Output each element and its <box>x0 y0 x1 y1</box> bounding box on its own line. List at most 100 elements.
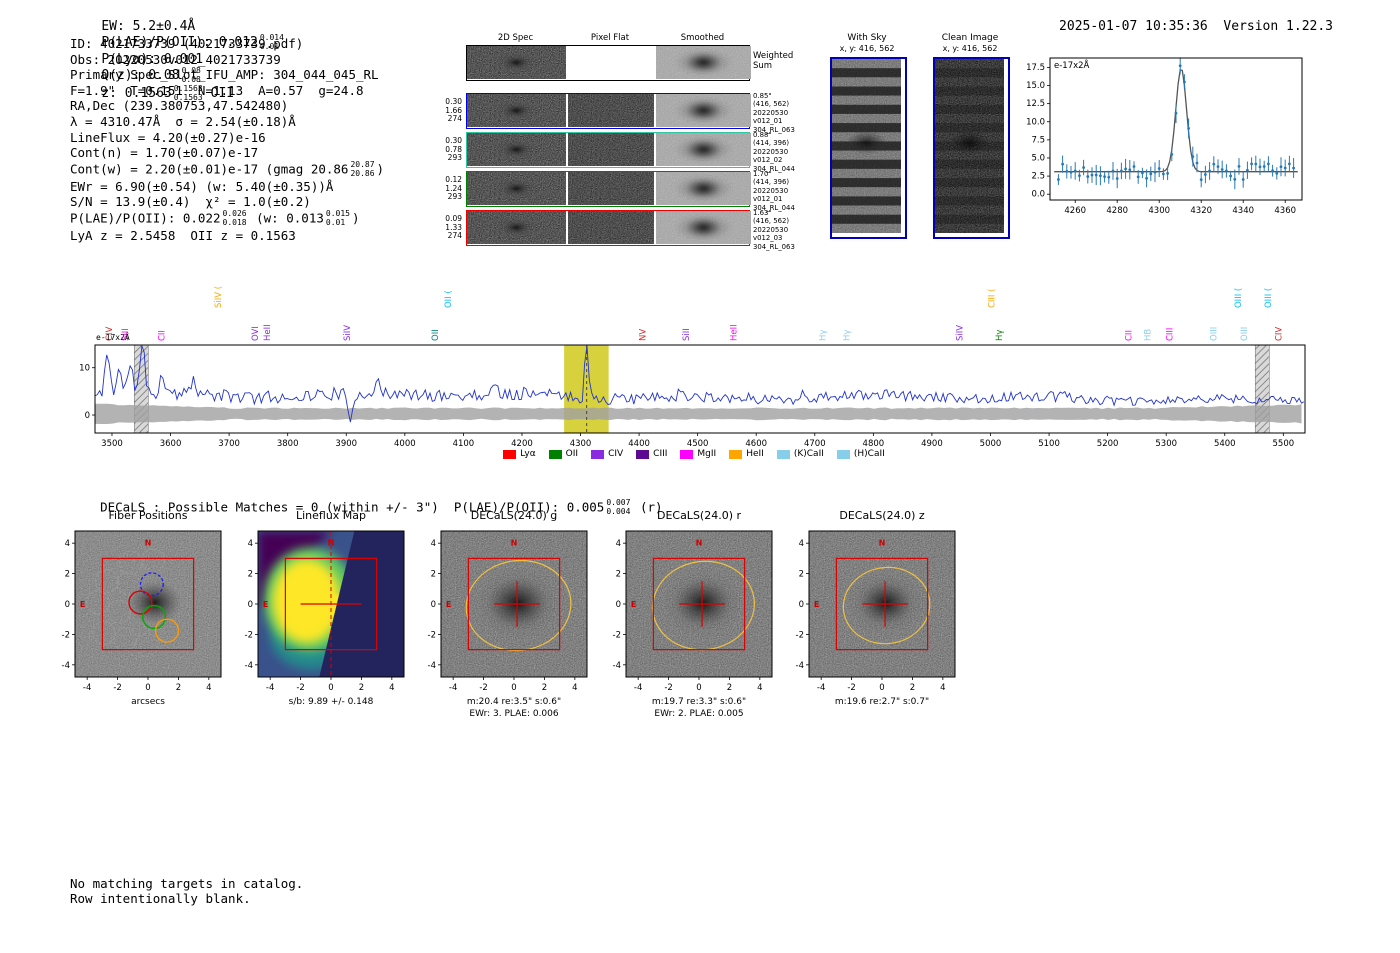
cutout-row-2 <box>466 132 751 168</box>
detection-info-block: ID: 4021733739 (4021733739.pdf) Obs: 202… <box>70 36 384 243</box>
panel-caption-g: m:20.4 re:3.5" s:0.6" <box>466 697 562 707</box>
panel-caption-lineflux: s/b: 9.89 +/- 0.148 <box>288 697 374 707</box>
ra-dec: RA,Dec (239.380753,47.542480) <box>70 98 289 114</box>
ifu-edge <box>319 531 404 677</box>
tick-label: 2 <box>431 570 436 580</box>
data-point <box>1061 162 1064 166</box>
emission-line-label: SiII <box>121 328 131 341</box>
panel-caption2-r: EWr: 2. PLAE: 0.005 <box>654 709 744 719</box>
tick-label: -2 <box>245 630 253 640</box>
z-supsub: 0.1563 0.1563 <box>174 84 203 103</box>
cutout-row-info: 0.88" (414, 396) 20220530 v012_02 304_RL_044 <box>753 131 817 173</box>
header-summary: EW: 5.2±0.4Å P(LAE)/P(OII): 0.012 0.014 0.… <box>70 4 304 118</box>
with-sky-coords: x, y: 416, 562 <box>839 44 895 53</box>
tick-label: 4 <box>616 539 621 549</box>
plae-poii-value: P(LAE)/P(OII): 0.012 0.014 0.01 <box>101 33 286 51</box>
tick-label: 0 <box>616 600 621 610</box>
data-point <box>1246 168 1249 172</box>
tick-label: N <box>145 538 152 547</box>
plae-sub: 0.01 <box>259 41 280 51</box>
data-point <box>1195 161 1199 165</box>
emission-line-label: OIII <box>1240 327 1250 341</box>
cutout-row-weights: 0.30 0.78 293 <box>436 136 462 163</box>
tick-label: 4 <box>940 683 945 693</box>
legend-item: HeII <box>729 449 764 459</box>
version-label: Version 1.22.3 <box>1223 19 1333 34</box>
legend-label: CIII <box>653 449 668 459</box>
fiber-circle-gray <box>116 571 141 596</box>
data-point <box>1216 165 1220 168</box>
emission-line-label: OVI <box>251 326 261 341</box>
data-point <box>1254 162 1258 166</box>
tick-label: -2 <box>613 630 621 640</box>
pixel-flat-cell <box>568 46 654 79</box>
signal-to-noise: S/N = 13.9(±0.4) χ² = 1.0(±0.2) <box>70 194 311 210</box>
redshift-value: z: 0.1563 0.1563 0.1563 OII <box>101 84 234 103</box>
data-point <box>1229 174 1232 178</box>
plae-w-sub: 0.01 <box>325 217 346 227</box>
emission-line-label: OIII <box>1210 327 1220 341</box>
data-point <box>1078 174 1081 178</box>
clean-image-panel <box>933 57 1010 239</box>
legend-item: CIV <box>591 449 623 459</box>
tick-label: 0 <box>328 683 333 693</box>
tick-label: 2 <box>616 570 621 580</box>
smoothed-cell <box>656 94 751 127</box>
tick-label: 4260 <box>1064 206 1086 216</box>
line-flux: LineFlux = 4.20(±0.27)e-16 <box>70 129 266 145</box>
data-point <box>1183 80 1186 84</box>
cutout-info-line: 304_RL_044 <box>753 164 795 173</box>
data-point <box>1111 169 1115 173</box>
cutout-info-line: 304_RL_044 <box>753 203 795 212</box>
tick-label: 3900 <box>335 439 357 447</box>
data-point <box>1267 162 1270 166</box>
fiber-circle-red <box>128 590 153 615</box>
spectrum-line <box>94 345 1305 423</box>
cutout-row-weights: 0.30 1.66 274 <box>436 97 462 124</box>
continuum-n: Cont(n) = 1.70(±0.07)e-17 <box>70 145 259 161</box>
tick-label: N <box>328 538 335 547</box>
cutout-info-line: (414, 396) <box>753 139 790 148</box>
cutout-info-line: 304_RL_063 <box>753 125 795 134</box>
emission-line-label: CII <box>158 330 168 341</box>
legend-item: CIII <box>636 449 667 459</box>
cutout-info-line: (416, 562) <box>753 217 790 226</box>
cutout-weight-value: 0.12 <box>445 175 462 184</box>
tick-label: -2 <box>62 630 70 640</box>
panel-xlabel-fiber: arcsecs <box>131 697 165 707</box>
emission-line-label: OIII ( <box>1264 288 1274 308</box>
decals-sup: 0.007 <box>606 498 631 507</box>
tick-label: N <box>511 538 518 547</box>
detection-id: ID: 4021733739 (4021733739.pdf) <box>70 36 304 51</box>
cutout-weight-value: 0.30 <box>445 97 462 106</box>
tick-label: 0 <box>85 411 90 421</box>
cutout-info-line: 1.70" <box>753 170 772 178</box>
spectrum-flux-units: e-17x2Å <box>96 333 130 342</box>
data-point <box>1069 170 1073 174</box>
footer-line-1: No matching targets in catalog. <box>70 876 304 891</box>
line-fit-plot: 4260 4280 4300 4320 4340 4360 0.0 2.5 5.0 7.5 10.0… <box>1026 57 1303 216</box>
data-point <box>1166 171 1169 175</box>
equivalent-width-rest: EWr = 6.90(±0.54) (w: 5.40(±0.35))Å <box>70 178 334 194</box>
tick-label: 0 <box>799 600 804 610</box>
data-point <box>1262 165 1266 168</box>
cutout-row-weights: 0.09 1.33 274 <box>436 214 462 241</box>
cutout-info-line: v012_01 <box>753 117 783 126</box>
data-point <box>1132 165 1136 168</box>
smoothed-cell <box>656 172 751 205</box>
emission-line-label: HeII <box>263 324 273 341</box>
legend-item: MgII <box>680 449 716 459</box>
plae-w-sup: 0.015 <box>325 208 350 218</box>
tick-label: 2 <box>176 683 181 693</box>
tick-label: -2 <box>479 683 487 693</box>
plae-detail-sup: 0.026 <box>222 208 247 218</box>
cutout-info-line: (416, 562) <box>753 100 790 109</box>
cutout-info-line: 20220530 <box>753 147 789 156</box>
tick-label: 4500 <box>687 439 709 447</box>
cutout-info-line: v012_01 <box>753 195 783 204</box>
tick-label: E <box>80 600 85 609</box>
tick-label: 5300 <box>1155 439 1177 447</box>
cutout-row-0 <box>466 45 751 81</box>
tick-label: 0 <box>248 600 253 610</box>
